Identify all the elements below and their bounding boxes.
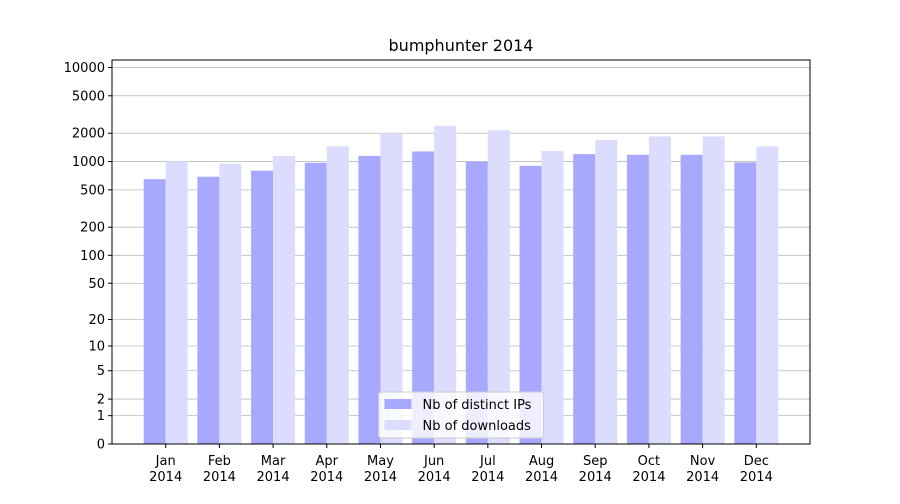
bar [734, 162, 757, 444]
y-tick-label: 5000 [72, 89, 105, 104]
bar [519, 165, 542, 444]
bar [648, 136, 671, 444]
x-tick-label: Jun 2014 [418, 454, 451, 485]
y-tick-label: 1000 [72, 155, 105, 170]
bar [219, 163, 242, 444]
bar [358, 155, 381, 445]
y-tick-label: 50 [88, 277, 105, 292]
bar [197, 176, 220, 444]
x-tick-label: Jan 2014 [149, 454, 182, 485]
x-tick-label: Dec 2014 [740, 454, 773, 485]
bar [465, 161, 488, 444]
x-tick-label: Aug 2014 [525, 454, 558, 485]
y-tick-label: 20 [88, 313, 105, 328]
bar [573, 154, 596, 445]
bar [434, 125, 457, 444]
legend-swatch [384, 420, 412, 430]
bar [251, 170, 274, 445]
x-tick-label: Apr 2014 [310, 454, 343, 485]
y-tick-label: 5 [97, 364, 105, 379]
y-tick-label: 500 [80, 183, 105, 198]
x-tick-label: Sep 2014 [579, 454, 612, 485]
bar [756, 146, 779, 445]
x-tick-label: May 2014 [364, 454, 397, 485]
y-tick-label: 10 [88, 339, 105, 354]
bar [304, 162, 327, 444]
x-tick-label: Nov 2014 [686, 454, 719, 485]
legend-label: Nb of distinct IPs [423, 398, 532, 413]
bar [487, 130, 510, 445]
x-tick-label: Oct 2014 [632, 454, 665, 485]
bar [541, 150, 564, 444]
bar [680, 154, 703, 444]
legend-label: Nb of downloads [423, 419, 532, 434]
bar [326, 146, 349, 445]
bar [143, 179, 166, 444]
plot-frame [111, 59, 811, 445]
y-tick-label: 2000 [72, 127, 105, 142]
y-tick-label: 2 [97, 393, 105, 408]
y-tick-label: 200 [80, 221, 105, 236]
legend-swatch [384, 399, 412, 409]
bar [165, 161, 188, 444]
y-tick-label: 1 [97, 409, 105, 424]
x-tick-label: Feb 2014 [203, 454, 236, 485]
x-tick-label: Mar 2014 [257, 454, 290, 485]
bar [702, 136, 725, 444]
chart-title: bumphunter 2014 [389, 36, 534, 55]
y-tick-label: 10000 [64, 61, 105, 76]
bar [595, 139, 618, 445]
bar [273, 155, 296, 445]
bar [412, 151, 435, 444]
legend-box [378, 391, 544, 439]
bar [626, 154, 649, 444]
bar [380, 133, 403, 444]
y-tick-label: 0 [97, 438, 105, 453]
x-tick-label: Jul 2014 [471, 454, 504, 485]
y-tick-label: 100 [80, 249, 105, 264]
